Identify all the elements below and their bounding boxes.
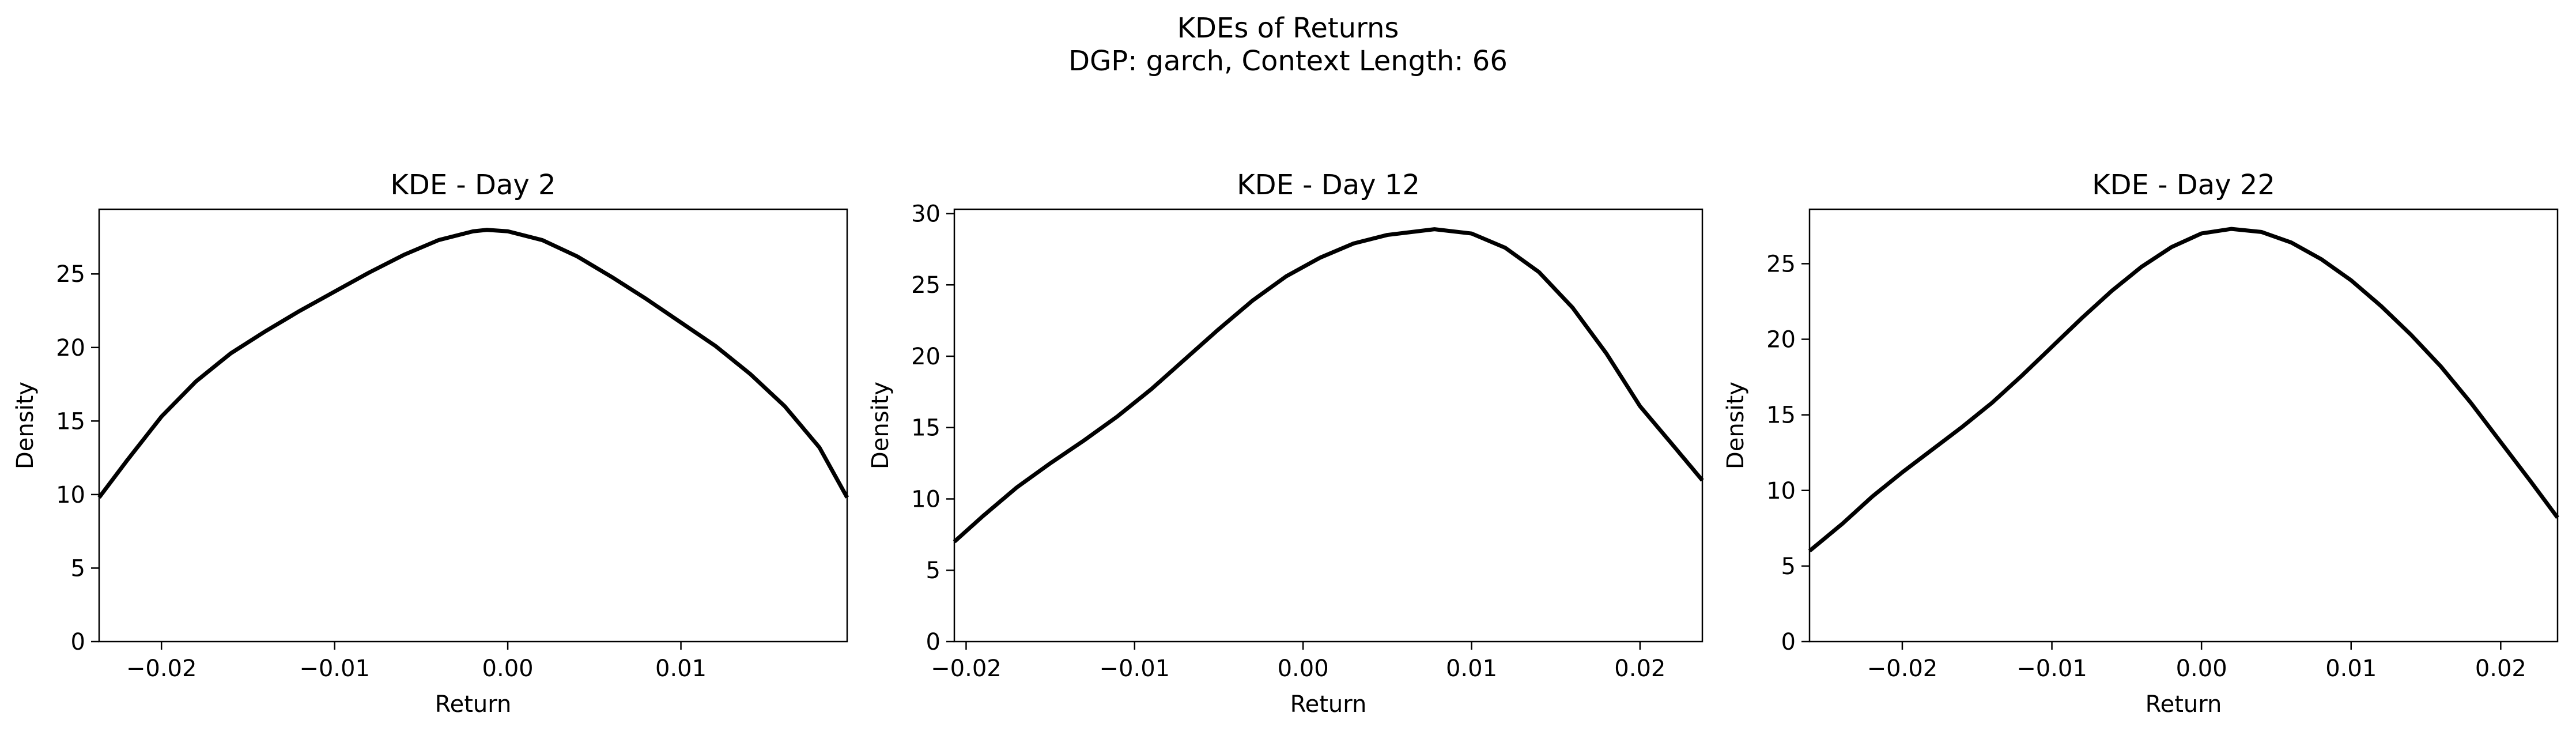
y-tick-label: 0 bbox=[71, 629, 85, 655]
y-tick-label: 20 bbox=[1766, 327, 1796, 353]
x-axis-label: Return bbox=[2146, 691, 2222, 718]
x-tick-label: −0.02 bbox=[1867, 655, 1938, 682]
x-tick-label: 0.02 bbox=[2475, 655, 2526, 682]
y-tick-label: 5 bbox=[1781, 553, 1796, 580]
x-tick-label: −0.01 bbox=[2016, 655, 2087, 682]
figure-subtitle: DGP: garch, Context Length: 66 bbox=[1068, 45, 1508, 77]
plot-frame bbox=[98, 208, 848, 643]
y-tick-label: 15 bbox=[56, 408, 85, 435]
y-tick-label: 0 bbox=[926, 629, 940, 655]
y-tick-label: 10 bbox=[56, 482, 85, 508]
y-tick-label: 15 bbox=[1766, 402, 1796, 429]
x-tick-label: 0.00 bbox=[2176, 655, 2227, 682]
x-tick-label: 0.00 bbox=[482, 655, 534, 682]
plot-frame bbox=[953, 208, 1704, 643]
x-axis-label: Return bbox=[435, 691, 512, 718]
figure-title: KDEs of Returns bbox=[1177, 12, 1399, 44]
subplot-title: KDE - Day 22 bbox=[2092, 169, 2275, 201]
y-axis-label: Density bbox=[1723, 382, 1749, 469]
x-tick-label: −0.02 bbox=[931, 655, 1002, 682]
subplots: −0.02 −0.01 0.00 0.01 0 5 10 15 20 25 KDE - Day 2 R… bbox=[12, 169, 2559, 718]
y-axis-label: Density bbox=[867, 382, 894, 469]
subplot-3: −0.02 −0.01 0.00 0.01 0.02 0 5 10 15 20 25 KDE - Da… bbox=[1723, 169, 2559, 718]
subplot-1: −0.02 −0.01 0.00 0.01 0 5 10 15 20 25 KDE - Day 2 R… bbox=[12, 169, 849, 718]
y-axis-label: Density bbox=[12, 382, 39, 469]
subplot-title: KDE - Day 2 bbox=[390, 169, 556, 201]
x-axis-label: Return bbox=[1290, 691, 1367, 718]
y-tick-label: 10 bbox=[1766, 478, 1796, 504]
y-tick-label: 20 bbox=[911, 344, 940, 370]
kde-line-series-1 bbox=[953, 227, 1704, 544]
subplot-2: −0.02 −0.01 0.00 0.01 0.02 0 5 10 15 20 25 30 KDE - … bbox=[867, 169, 1704, 718]
kde-line-series-1 bbox=[97, 228, 849, 499]
x-tick-label: −0.01 bbox=[1100, 655, 1170, 682]
y-tick-label: 20 bbox=[56, 335, 85, 361]
x-tick-label: 0.02 bbox=[1614, 655, 1665, 682]
subplot-title: KDE - Day 12 bbox=[1237, 169, 1420, 201]
y-tick-label: 10 bbox=[911, 486, 940, 512]
x-tick-label: −0.01 bbox=[299, 655, 370, 682]
y-tick-label: 5 bbox=[926, 557, 940, 584]
y-tick-label: 5 bbox=[71, 555, 85, 582]
x-tick-label: 0.01 bbox=[655, 655, 707, 682]
y-tick-label: 25 bbox=[911, 272, 940, 299]
y-tick-label: 25 bbox=[1766, 251, 1796, 277]
y-tick-label: 15 bbox=[911, 415, 940, 442]
plot-frame bbox=[1808, 208, 2559, 643]
y-tick-label: 0 bbox=[1781, 629, 1796, 655]
y-tick-label: 30 bbox=[911, 201, 940, 227]
x-tick-label: −0.02 bbox=[126, 655, 197, 682]
x-tick-label: 0.01 bbox=[2325, 655, 2377, 682]
x-tick-label: 0.00 bbox=[1278, 655, 1329, 682]
kde-line-series-1 bbox=[1808, 227, 2559, 553]
y-tick-label: 25 bbox=[56, 261, 85, 288]
x-tick-label: 0.01 bbox=[1446, 655, 1497, 682]
